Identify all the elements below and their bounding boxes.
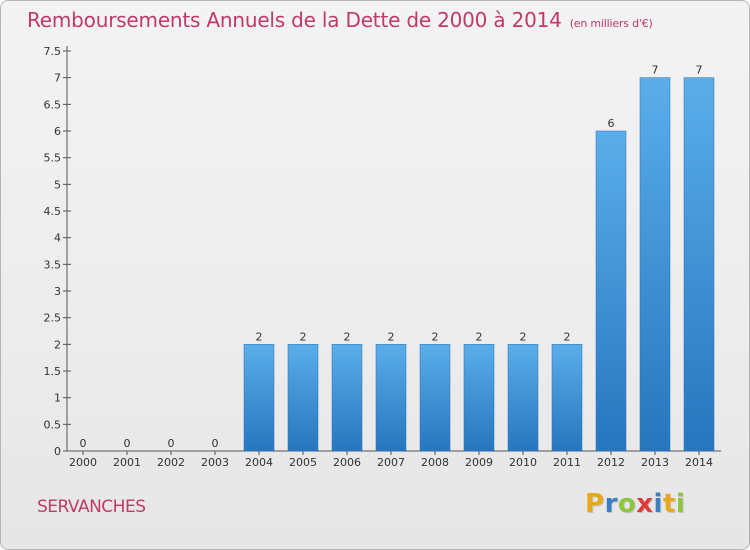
bar [419,344,451,452]
x-tick-label: 2003 [201,456,229,469]
y-tick-label: 3 [54,285,61,298]
bar [507,344,539,452]
y-tick-label: 5 [54,178,61,191]
logo-letter: i [675,489,686,519]
logo-letter: x [636,489,654,519]
y-tick-label: 5.5 [44,152,62,165]
bar-value-label: 7 [696,64,703,77]
bar [331,344,363,452]
y-tick-label: 6 [54,125,61,138]
y-tick-label: 1.5 [44,365,62,378]
logo-letter: r [604,489,618,519]
y-tick-label: 0.5 [44,418,62,431]
bar-value-label: 2 [476,330,483,343]
bar-value-label: 2 [432,330,439,343]
chart-bars: 0 0 0 0 2 2 2 2 2 2 2 2 6 7 7 [80,64,715,452]
bar-value-label: 0 [168,437,175,450]
bar-value-label: 0 [212,437,219,450]
bar [243,344,275,452]
x-tick-label: 2014 [685,456,713,469]
x-tick-label: 2002 [157,456,185,469]
x-tick-label: 2010 [509,456,537,469]
bar [375,344,407,452]
y-tick-label: 2 [54,338,61,351]
bar-value-label: 0 [80,437,87,450]
logo-letter: i [653,489,663,519]
y-tick-label: 7 [54,72,61,85]
y-tick-label: 7.5 [44,45,62,58]
x-tick-label: 2013 [641,456,669,469]
x-tick-label: 2006 [333,456,361,469]
chart-subtitle: (en milliers d'€) [569,17,653,30]
logo-letter: t [662,489,676,519]
bar [683,77,715,452]
x-tick-label: 2011 [553,456,581,469]
logo-letter: o [617,489,637,519]
bar-value-label: 2 [564,330,571,343]
x-tick-label: 2008 [421,456,449,469]
x-tick-label: 2005 [289,456,317,469]
bar [287,344,319,452]
bar-value-label: 7 [652,64,659,77]
bar-value-label: 2 [388,330,395,343]
bar-value-label: 2 [344,330,351,343]
x-tick-label: 2004 [245,456,273,469]
bar [595,130,627,452]
y-tick-label: 2.5 [44,312,62,325]
chart-title: Remboursements Annuels de la Dette de 20… [27,8,653,32]
x-tick-label: 2012 [597,456,625,469]
bar [551,344,583,452]
y-tick-label: 0 [54,445,61,458]
bar-value-label: 2 [256,330,263,343]
bar-value-label: 2 [300,330,307,343]
y-tick-label: 3.5 [44,258,62,271]
x-tick-label: 2001 [113,456,141,469]
y-tick-label: 4 [54,232,61,245]
bar-value-label: 6 [608,117,615,130]
x-tick-label: 2009 [465,456,493,469]
y-tick-label: 4.5 [44,205,62,218]
x-tick-label: 2007 [377,456,405,469]
proxiti-logo: Proxiti [585,489,685,519]
logo-letter: P [585,489,605,519]
bar [463,344,495,452]
bar [639,77,671,452]
x-tick-label: 2000 [69,456,97,469]
chart-title-text: Remboursements Annuels de la Dette de 20… [27,8,562,32]
y-tick-label: 1 [54,392,61,405]
bar-value-label: 2 [520,330,527,343]
y-tick-label: 6.5 [44,98,62,111]
commune-name: SERVANCHES [37,497,146,517]
bar-value-label: 0 [124,437,131,450]
